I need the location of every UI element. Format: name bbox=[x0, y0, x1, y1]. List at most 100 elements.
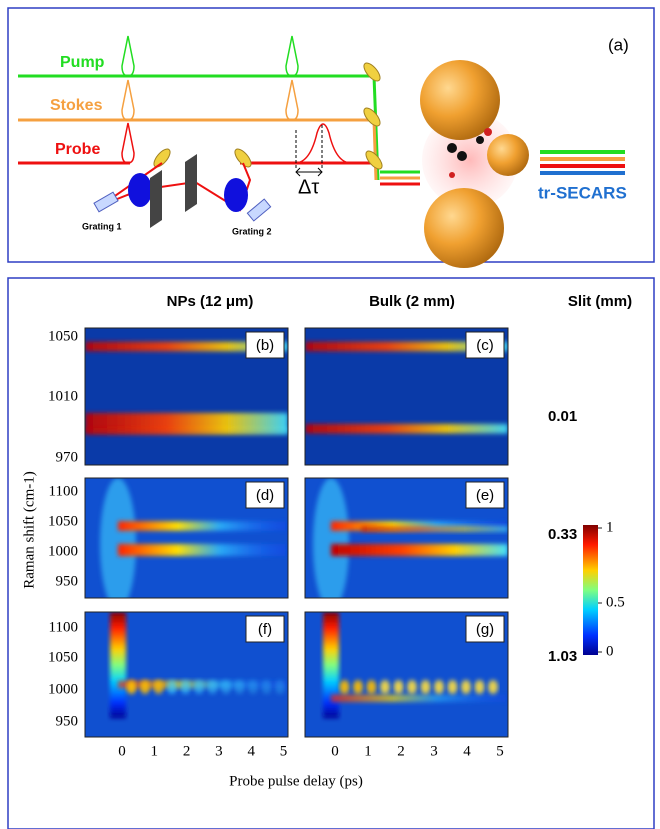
beat bbox=[126, 680, 137, 694]
band bbox=[305, 423, 508, 434]
x-tick-label: 3 bbox=[430, 743, 438, 759]
output-label: tr-SECARS bbox=[538, 183, 627, 202]
plot-frame bbox=[304, 327, 509, 466]
optics bbox=[93, 60, 529, 268]
band bbox=[361, 526, 508, 532]
pulse bbox=[323, 612, 339, 719]
y-tick-label: 1050 bbox=[48, 649, 78, 665]
y-axis-label: Raman shift (cm-1) bbox=[21, 471, 37, 588]
y-tick-label: 1050 bbox=[48, 328, 78, 344]
x-tick-label: 2 bbox=[183, 743, 191, 759]
colorbar-tick-label: 0.5 bbox=[606, 594, 625, 610]
panel-bottom-frame bbox=[7, 277, 655, 829]
slit-value: 1.03 bbox=[548, 648, 577, 665]
beat bbox=[194, 680, 204, 694]
x-tick-label: 0 bbox=[331, 743, 339, 759]
beam-label: Probe bbox=[55, 141, 100, 158]
band bbox=[85, 412, 288, 433]
grating-label: Grating 1 bbox=[82, 221, 122, 231]
y-tick-label: 1000 bbox=[48, 543, 78, 559]
x-tick-label: 1 bbox=[151, 743, 159, 759]
y-tick-label: 970 bbox=[56, 449, 79, 465]
plot-frame bbox=[84, 327, 289, 466]
glow bbox=[313, 478, 349, 598]
slit-value: 0.01 bbox=[548, 408, 577, 425]
beat bbox=[207, 680, 218, 694]
slit-title: Slit (mm) bbox=[568, 293, 632, 310]
band bbox=[85, 428, 288, 435]
y-tick-label: 1050 bbox=[48, 513, 78, 529]
y-tick-label: 950 bbox=[56, 713, 79, 729]
beat bbox=[261, 680, 272, 694]
beat bbox=[366, 680, 377, 694]
panel-label: (a) bbox=[608, 35, 629, 54]
beat bbox=[393, 680, 404, 694]
y-tick-label: 950 bbox=[56, 573, 79, 589]
x-tick-label: 4 bbox=[247, 743, 255, 759]
y-tick-label: 1100 bbox=[49, 619, 78, 635]
panel-label-box bbox=[245, 331, 285, 359]
panel-label-box bbox=[465, 481, 505, 509]
x-tick-label: 5 bbox=[496, 743, 504, 759]
plot-frame bbox=[304, 477, 509, 599]
beat bbox=[380, 680, 390, 694]
panel-label: (c) bbox=[476, 337, 494, 354]
panel-label-box bbox=[245, 481, 285, 509]
beat bbox=[167, 680, 177, 694]
panel-label: (g) bbox=[476, 621, 494, 638]
panel-a-frame bbox=[7, 7, 655, 263]
beat bbox=[339, 680, 350, 694]
y-tick-label: 1000 bbox=[48, 681, 78, 697]
delay-label: Δτ bbox=[298, 176, 319, 198]
y-tick-label: 1100 bbox=[49, 483, 78, 499]
beat bbox=[234, 680, 245, 694]
beat bbox=[407, 680, 417, 694]
x-tick-label: 5 bbox=[280, 743, 288, 759]
beat bbox=[275, 680, 285, 694]
panel-label: (f) bbox=[258, 621, 272, 638]
beams bbox=[18, 35, 625, 186]
colorbar-tick-label: 1 bbox=[606, 519, 614, 535]
beam-label: Pump bbox=[60, 54, 105, 71]
grating-label: Grating 2 bbox=[232, 226, 272, 236]
colorbar bbox=[583, 525, 598, 655]
plot-frame bbox=[304, 611, 509, 738]
band bbox=[85, 341, 288, 352]
pulse bbox=[110, 612, 126, 719]
panel-label-box bbox=[465, 615, 505, 643]
plot-frame bbox=[84, 477, 289, 599]
glow bbox=[100, 478, 136, 598]
x-tick-label: 0 bbox=[118, 743, 126, 759]
band bbox=[305, 341, 508, 352]
beat bbox=[420, 680, 431, 694]
x-tick-label: 2 bbox=[397, 743, 405, 759]
panel-label: (e) bbox=[476, 487, 494, 504]
band bbox=[118, 521, 288, 531]
panel-label-box bbox=[245, 615, 285, 643]
x-axis-label: Probe pulse delay (ps) bbox=[229, 773, 363, 789]
beam-label: Stokes bbox=[50, 97, 103, 114]
beat bbox=[474, 680, 485, 694]
beat bbox=[434, 680, 444, 694]
band bbox=[331, 694, 508, 702]
beat bbox=[153, 680, 164, 694]
beat bbox=[180, 680, 191, 694]
band bbox=[331, 544, 508, 556]
heatmap bbox=[85, 612, 288, 737]
beat bbox=[461, 680, 471, 694]
colorbar-tick-label: 0 bbox=[606, 643, 614, 659]
slit-value: 0.33 bbox=[548, 526, 577, 543]
plot-frame bbox=[84, 611, 289, 738]
beat bbox=[248, 680, 258, 694]
beat bbox=[447, 680, 458, 694]
beat bbox=[221, 680, 231, 694]
panel-label: (b) bbox=[256, 337, 274, 354]
x-tick-label: 3 bbox=[215, 743, 223, 759]
beat bbox=[488, 680, 498, 694]
x-tick-label: 4 bbox=[463, 743, 471, 759]
beat bbox=[140, 680, 150, 694]
panel-label-box bbox=[465, 331, 505, 359]
panel-label: (d) bbox=[256, 487, 274, 504]
y-tick-label: 1010 bbox=[48, 388, 78, 404]
